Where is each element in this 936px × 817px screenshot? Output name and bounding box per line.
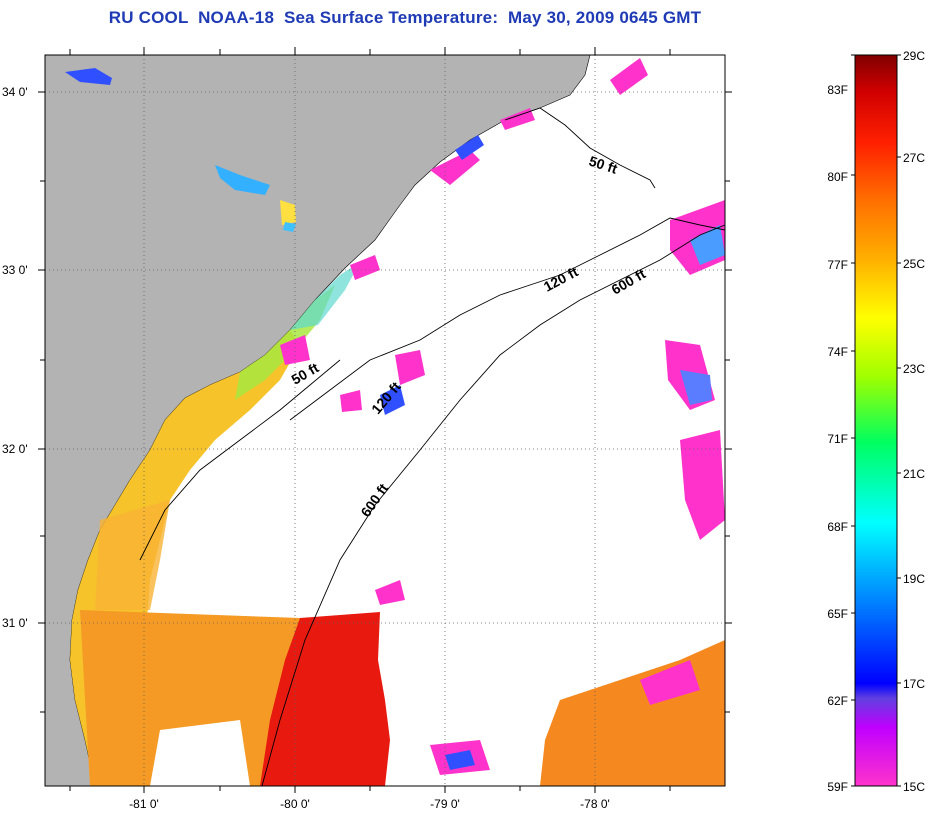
- colorbar-c-label: 21C: [903, 467, 925, 481]
- colorbar-gradient: [854, 54, 898, 787]
- colorbar-celsius-labels: 29C 27C 25C 23C 21C 19C 17C 15C: [903, 49, 925, 794]
- colorbar-c-label: 15C: [903, 780, 925, 794]
- colorbar-ticks: [851, 54, 901, 787]
- latitude-labels: 34 0' 33 0' 32 0' 31 0': [2, 85, 28, 630]
- colorbar-f-label: 62F: [827, 694, 848, 708]
- lon-label: -78 0': [580, 797, 610, 811]
- sst-nearshore-cyan-band: [290, 262, 360, 330]
- lat-label: 33 0': [2, 263, 28, 277]
- frame-ticks: [38, 47, 732, 793]
- colorbar-f-label: 59F: [827, 780, 848, 794]
- colorbar-c-label: 17C: [903, 677, 925, 691]
- colorbar-c-label: 23C: [903, 362, 925, 376]
- lon-label: -80 0': [280, 797, 310, 811]
- sst-inland-patches: [65, 68, 296, 232]
- map-grid: [45, 55, 725, 786]
- colorbar-f-label: 65F: [827, 607, 848, 621]
- sst-cloud-edge-patches: [170, 58, 725, 775]
- lon-label: -79 0': [430, 797, 460, 811]
- lat-label: 31 0': [2, 616, 28, 630]
- colorbar-c-label: 27C: [903, 151, 925, 165]
- lon-label: -81 0': [129, 797, 159, 811]
- map-title: RU COOL NOAA-18 Sea Surface Temperature:…: [108, 8, 702, 27]
- colorbar: 83F 80F 77F 74F 71F 68F 65F 62F 59F 29C …: [827, 49, 925, 794]
- lat-label: 32 0': [2, 442, 28, 456]
- map-layers: [45, 55, 725, 786]
- colorbar-fahrenheit-labels: 83F 80F 77F 74F 71F 68F 65F 62F 59F: [827, 83, 848, 794]
- colorbar-f-label: 71F: [827, 432, 848, 446]
- contour-120ft: [289, 217, 725, 421]
- colorbar-f-label: 77F: [827, 258, 848, 272]
- contour-600ft: [261, 224, 725, 786]
- lat-label: 34 0': [2, 85, 28, 99]
- sst-orange-south: [80, 610, 300, 786]
- sst-gulf-stream-red: [260, 612, 390, 786]
- colorbar-c-label: 19C: [903, 572, 925, 586]
- colorbar-c-label: 25C: [903, 257, 925, 271]
- colorbar-f-label: 83F: [827, 83, 848, 97]
- depth-contours: [139, 107, 725, 786]
- colorbar-c-label: 29C: [903, 49, 925, 63]
- colorbar-f-label: 68F: [827, 520, 848, 534]
- colorbar-f-label: 74F: [827, 345, 848, 359]
- cloud-mask-south: [150, 720, 250, 786]
- colorbar-f-label: 80F: [827, 170, 848, 184]
- map-frame: [44, 54, 726, 787]
- longitude-labels: -81 0' -80 0' -79 0' -78 0': [129, 797, 610, 811]
- contour-50ft-south: [139, 359, 341, 561]
- sst-orange-inner: [95, 500, 170, 610]
- contour-50ft: [504, 107, 656, 189]
